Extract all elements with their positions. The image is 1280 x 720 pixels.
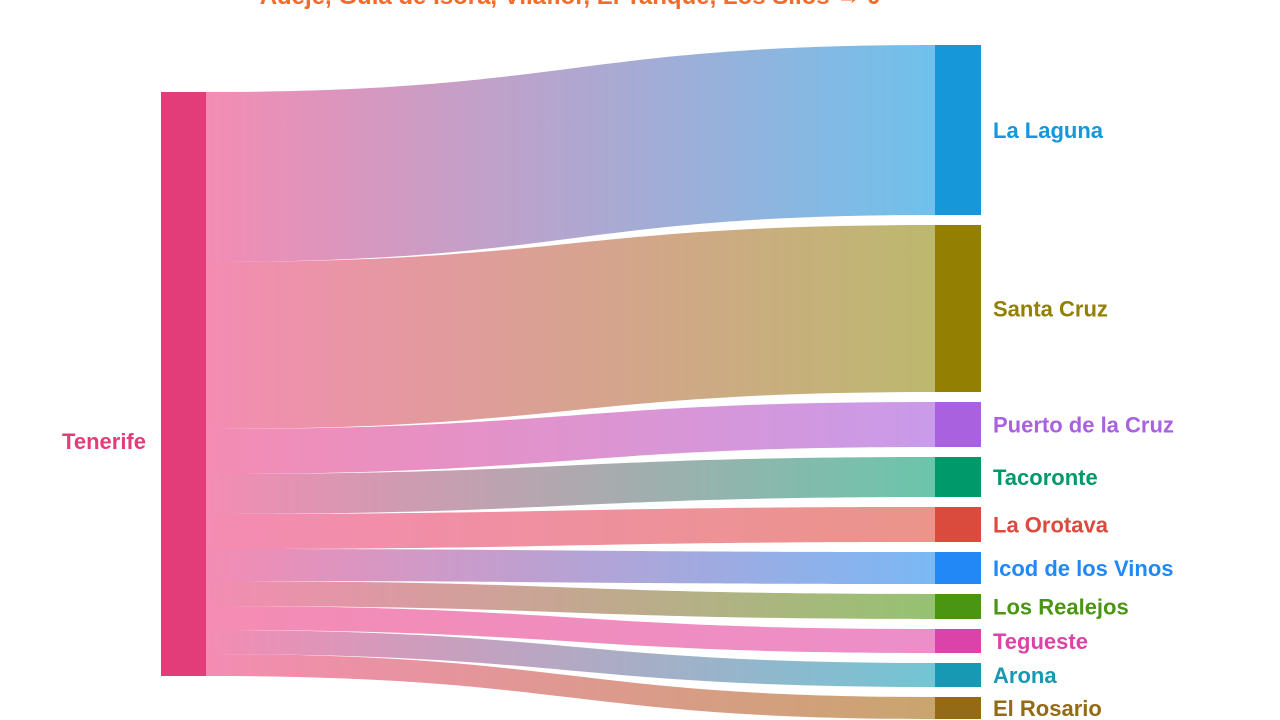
links-layer [206, 45, 935, 719]
target-node-arona [935, 663, 981, 687]
target-node-tacoronte [935, 457, 981, 497]
source-node-tenerife [161, 92, 206, 676]
target-label-el-rosario: El Rosario [993, 696, 1102, 720]
link-la-laguna [206, 45, 935, 262]
nodes-layer [161, 45, 981, 719]
link-puerto-de-la-cruz [206, 402, 935, 474]
link-tacoronte [206, 457, 935, 514]
target-label-arona: Arona [993, 663, 1057, 688]
chart-title: Adeje, Guía de Isora, Vilaflor, El Tanqu… [260, 0, 881, 10]
target-label-tacoronte: Tacoronte [993, 465, 1098, 490]
target-node-puerto-de-la-cruz [935, 402, 981, 447]
target-node-la-orotava [935, 507, 981, 542]
target-node-tegueste [935, 629, 981, 653]
link-arona [206, 630, 935, 687]
target-label-puerto-de-la-cruz: Puerto de la Cruz [993, 413, 1174, 438]
source-label: Tenerife [62, 429, 146, 454]
target-node-santa-cruz [935, 225, 981, 392]
link-los-realejos [206, 581, 935, 619]
target-label-icod-de-los-vinos: Icod de los Vinos [993, 556, 1174, 581]
target-label-tegueste: Tegueste [993, 629, 1088, 654]
link-el-rosario [206, 654, 935, 719]
target-node-la-laguna [935, 45, 981, 215]
target-node-icod-de-los-vinos [935, 552, 981, 584]
link-tegueste [206, 606, 935, 653]
link-la-orotava [206, 507, 935, 549]
target-label-la-laguna: La Laguna [993, 118, 1104, 143]
link-santa-cruz [206, 225, 935, 429]
target-label-los-realejos: Los Realejos [993, 595, 1129, 620]
labels-layer: Tenerife La Laguna Santa Cruz Puerto de la … [62, 118, 1174, 720]
target-label-la-orotava: La Orotava [993, 513, 1109, 538]
link-icod-de-los-vinos [206, 549, 935, 584]
target-node-el-rosario [935, 697, 981, 719]
target-node-los-realejos [935, 594, 981, 619]
target-label-santa-cruz: Santa Cruz [993, 297, 1108, 322]
